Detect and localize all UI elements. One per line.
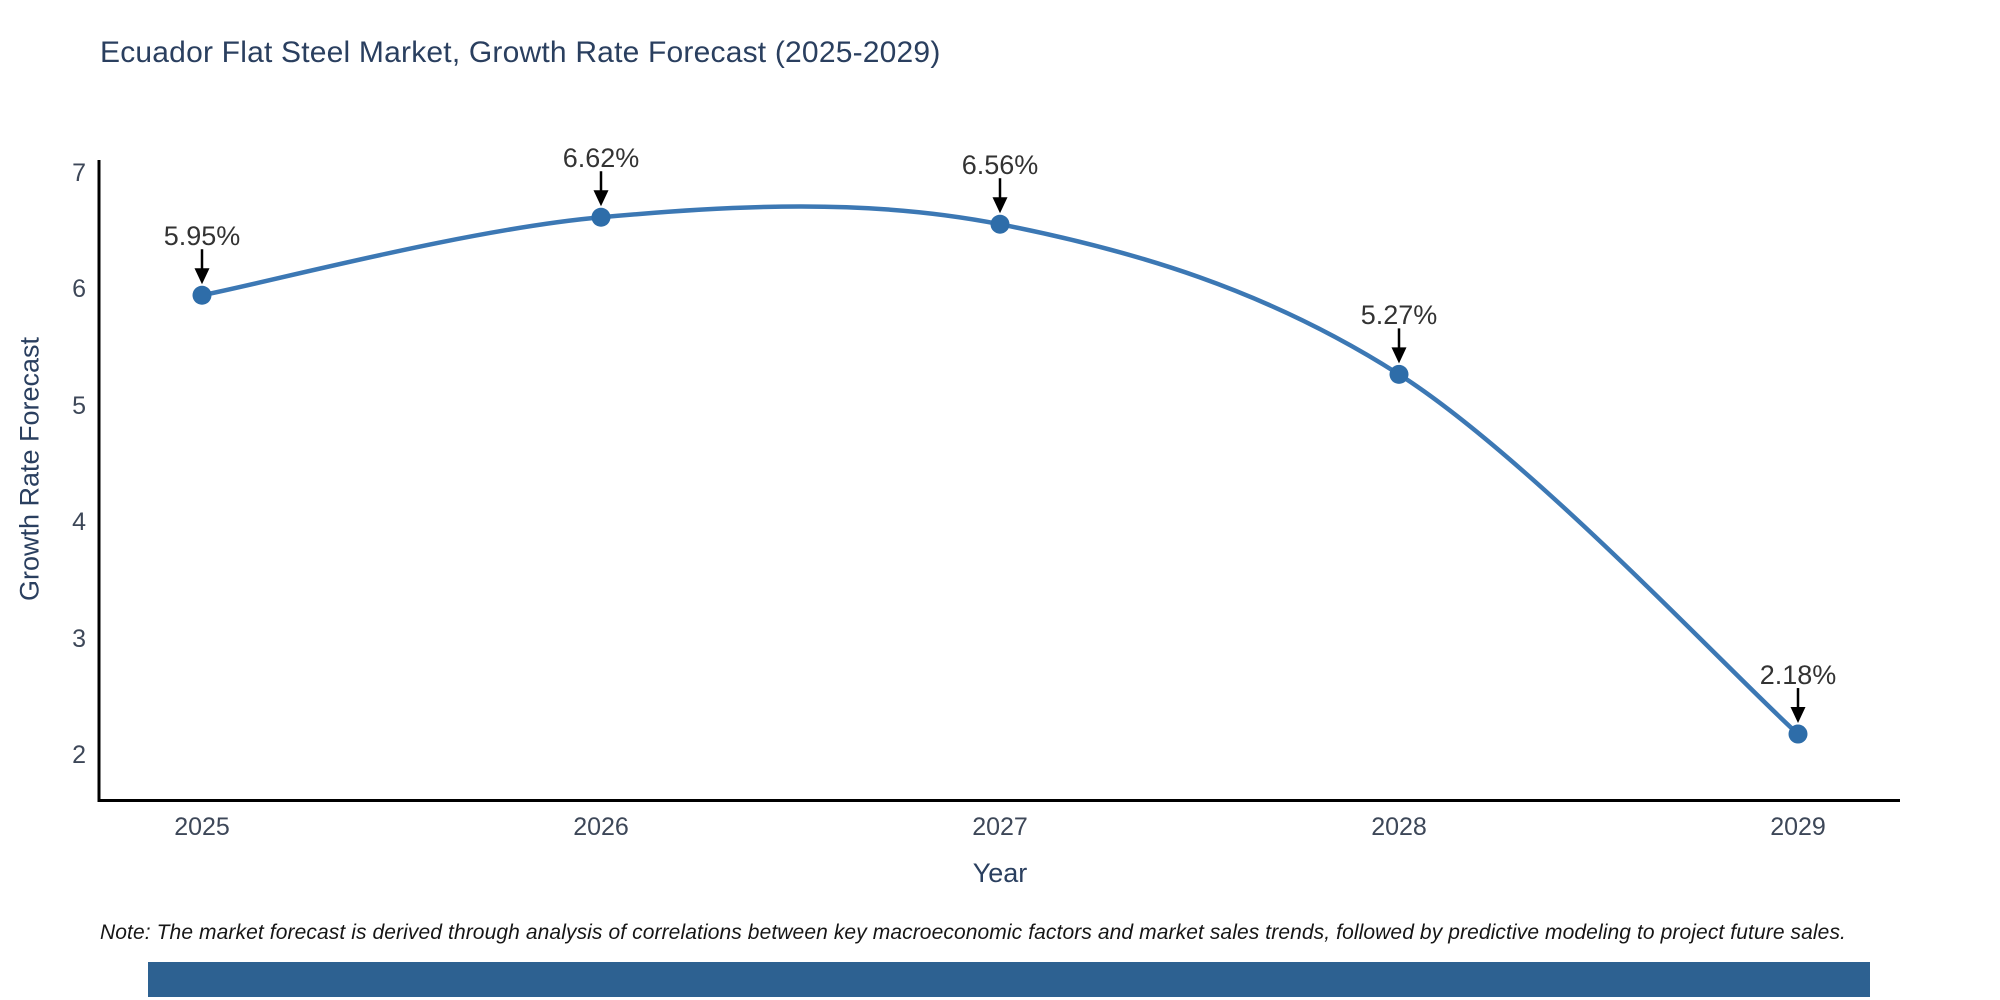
x-axis-title: Year: [972, 858, 1028, 888]
data-point-value-label: 6.62%: [562, 143, 640, 174]
x-tick-label: 2025: [174, 813, 230, 841]
data-point-value-label: 5.27%: [1360, 300, 1438, 331]
x-tick-label: 2027: [972, 813, 1028, 841]
annotation-arrow-head: [1391, 347, 1407, 364]
y-tick-label: 2: [72, 741, 86, 769]
x-tick-label: 2029: [1770, 813, 1826, 841]
data-point-marker: [192, 285, 212, 305]
annotation-arrow-head: [992, 197, 1008, 214]
data-point-marker: [591, 207, 611, 227]
data-point-value-label: 2.18%: [1759, 660, 1837, 691]
y-tick-label: 5: [72, 391, 86, 420]
y-tick-label: 3: [72, 624, 86, 653]
annotation-arrow-head: [1790, 707, 1806, 724]
data-point-marker: [990, 214, 1010, 234]
footnote: Note: The market forecast is derived thr…: [100, 921, 1846, 944]
chart-title: Ecuador Flat Steel Market, Growth Rate F…: [100, 36, 941, 69]
annotation-arrow-head: [194, 268, 210, 285]
data-point-marker: [1788, 724, 1808, 744]
y-axis-title: Growth Rate Forecast: [14, 336, 45, 602]
x-tick-label: 2026: [573, 813, 629, 841]
annotation-arrow-head: [593, 190, 609, 207]
data-point-value-label: 5.95%: [163, 221, 241, 252]
x-tick-label: 2028: [1371, 813, 1427, 841]
y-tick-label: 4: [72, 508, 86, 537]
y-tick-label: 6: [72, 275, 86, 304]
y-tick-label: 7: [72, 159, 86, 187]
data-point-marker: [1389, 364, 1409, 384]
data-point-value-label: 6.56%: [961, 150, 1039, 181]
footer-brand-bar: [148, 962, 1870, 997]
trend-line: [199, 204, 1801, 737]
